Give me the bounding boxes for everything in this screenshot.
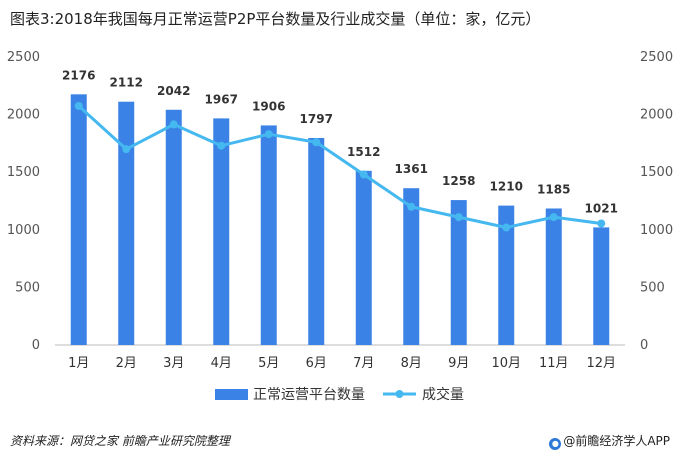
line-point [312, 138, 321, 147]
brand-credit: ● @前瞻经济学人APP [549, 432, 670, 450]
bar-data-label: 1797 [300, 112, 333, 126]
line-point [169, 120, 178, 129]
x-tick-label: 11月 [539, 356, 569, 371]
line-point [359, 170, 368, 179]
line-series [74, 101, 606, 232]
y2-tick-label: 0 [640, 338, 648, 353]
line-point [502, 223, 511, 232]
y2-tick-label: 2000 [640, 108, 673, 123]
right-axis: 0 500 1000 1500 2000 2500 [640, 50, 673, 353]
bar [355, 170, 372, 345]
line-point [407, 202, 416, 211]
bar-data-label: 2042 [157, 84, 190, 98]
bar [213, 118, 230, 345]
brand-credit-text: @前瞻经济学人APP [563, 434, 670, 448]
y2-tick-label: 1000 [640, 223, 673, 238]
bar [450, 200, 467, 345]
y-tick-label: 1500 [7, 165, 40, 180]
x-tick-label: 10月 [491, 356, 521, 371]
line-point [264, 130, 273, 139]
bar-data-label: 1967 [205, 92, 238, 106]
line-point [74, 101, 83, 110]
left-axis: 0 500 1000 1500 2000 2500 [7, 50, 40, 353]
x-tick-label: 8月 [401, 356, 422, 371]
x-axis-labels: 1月 2月 3月 4月 5月 6月 7月 8月 9月 10月 11月 12月 [68, 356, 616, 371]
y-tick-label: 500 [15, 280, 40, 295]
bar-data-labels: 2176 2112 2042 1967 1906 1797 1512 1361 1258 1210… [62, 68, 618, 215]
x-tick-label: 2月 [116, 356, 137, 371]
bar-data-label: 1210 [490, 180, 523, 194]
x-tick-label: 1月 [68, 356, 89, 371]
bar [498, 205, 515, 345]
legend: 正常运营平台数量 成交量 [215, 386, 464, 403]
bar [545, 208, 562, 345]
line-point [454, 213, 463, 222]
line-point [122, 145, 131, 154]
bar [260, 125, 277, 345]
bar [593, 227, 610, 345]
x-tick-label: 5月 [258, 356, 279, 371]
legend-line-marker [395, 390, 404, 398]
y2-tick-label: 1500 [640, 165, 673, 180]
x-tick-label: 4月 [211, 356, 232, 371]
bar-data-label: 1021 [585, 201, 618, 215]
y-tick-label: 0 [32, 338, 40, 353]
bar-data-label: 1512 [347, 145, 380, 159]
bar-data-label: 2112 [110, 76, 143, 90]
x-tick-label: 3月 [163, 356, 184, 371]
brand-logo-icon: ● [549, 438, 562, 450]
legend-bar-swatch [215, 389, 248, 400]
legend-bar-label: 正常运营平台数量 [253, 387, 365, 403]
x-tick-label: 12月 [586, 356, 616, 371]
source-note: 资料来源：网贷之家 前瞻产业研究院整理 [10, 434, 230, 448]
y-tick-label: 1000 [7, 223, 40, 238]
y-tick-label: 2000 [7, 108, 40, 123]
bar-data-label: 1258 [442, 174, 475, 188]
y2-tick-label: 2500 [640, 50, 673, 65]
line-point [549, 213, 558, 222]
legend-line-label: 成交量 [422, 386, 464, 403]
bar [403, 188, 420, 345]
bar-series [70, 94, 610, 345]
x-tick-label: 7月 [353, 356, 374, 371]
line-point [217, 141, 226, 150]
bar [70, 94, 87, 345]
chart-title: 图表3:2018年我国每月正常运营P2P平台数量及行业成交量（单位：家，亿元） [10, 10, 541, 28]
y-tick-label: 2500 [7, 50, 40, 65]
x-tick-label: 9月 [448, 356, 469, 371]
bar-data-label: 1185 [537, 182, 570, 196]
bar-data-label: 2176 [62, 68, 95, 82]
y2-tick-label: 500 [640, 280, 665, 295]
line-point [597, 219, 606, 228]
bar-data-label: 1906 [252, 99, 285, 113]
x-tick-label: 6月 [306, 356, 327, 371]
bar [165, 109, 182, 345]
bar-data-label: 1361 [395, 162, 428, 176]
bar [118, 101, 135, 345]
bar [308, 137, 325, 345]
series-line [77, 104, 602, 229]
